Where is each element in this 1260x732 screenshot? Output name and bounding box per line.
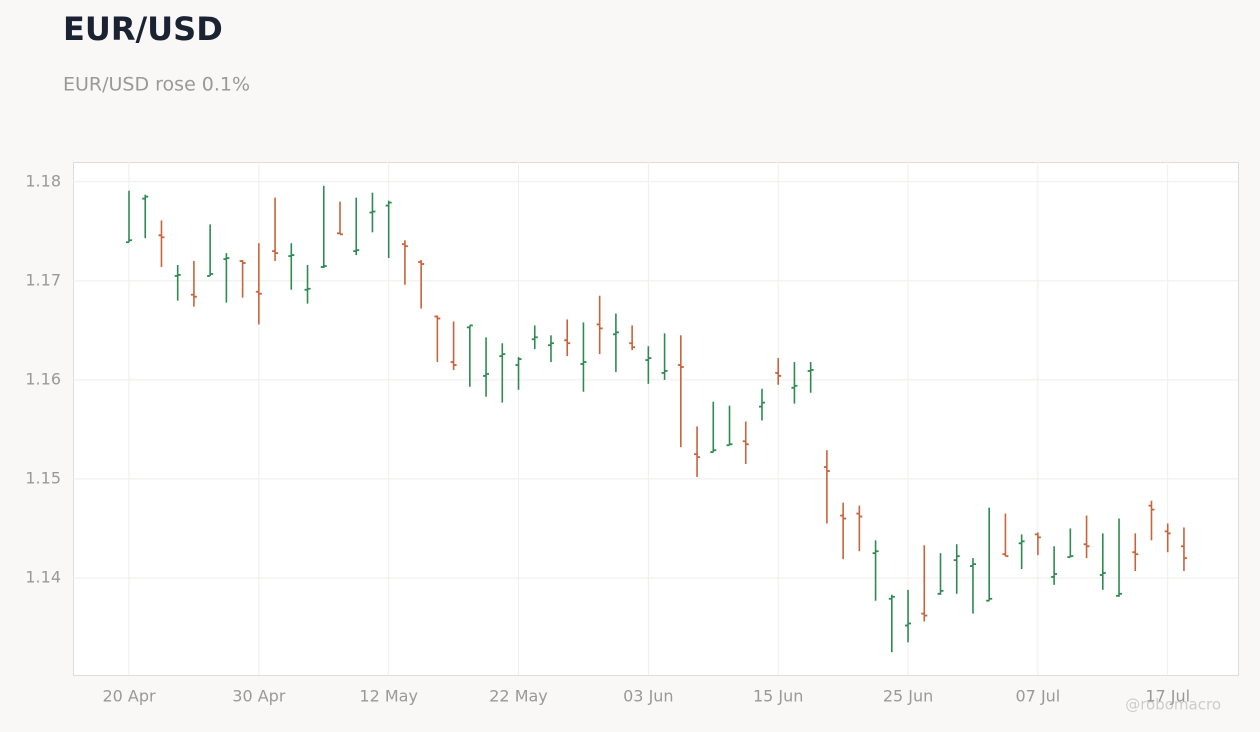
x-tick-label: 25 Jun — [883, 687, 933, 706]
x-tick-label: 07 Jul — [1016, 687, 1061, 706]
y-tick-label: 1.14 — [25, 567, 61, 586]
y-tick-label: 1.15 — [25, 468, 61, 487]
plot-area — [73, 162, 1239, 676]
x-tick-label: 03 Jun — [623, 687, 673, 706]
y-tick-label: 1.16 — [25, 369, 61, 388]
x-tick-label: 20 Apr — [102, 687, 156, 706]
chart-title: EUR/USD — [63, 10, 223, 48]
x-tick-label: 15 Jun — [753, 687, 803, 706]
y-tick-label: 1.17 — [25, 270, 61, 289]
grid — [73, 162, 1238, 675]
y-tick-label: 1.18 — [25, 171, 61, 190]
x-tick-label: 12 May — [359, 687, 418, 706]
chart-subtitle: EUR/USD rose 0.1% — [63, 74, 250, 96]
x-tick-label: 22 May — [489, 687, 548, 706]
watermark: @robomacro — [1125, 696, 1221, 714]
marks — [126, 185, 1187, 653]
x-tick-label: 17 Jul — [1145, 687, 1190, 706]
x-tick-label: 30 Apr — [232, 687, 286, 706]
